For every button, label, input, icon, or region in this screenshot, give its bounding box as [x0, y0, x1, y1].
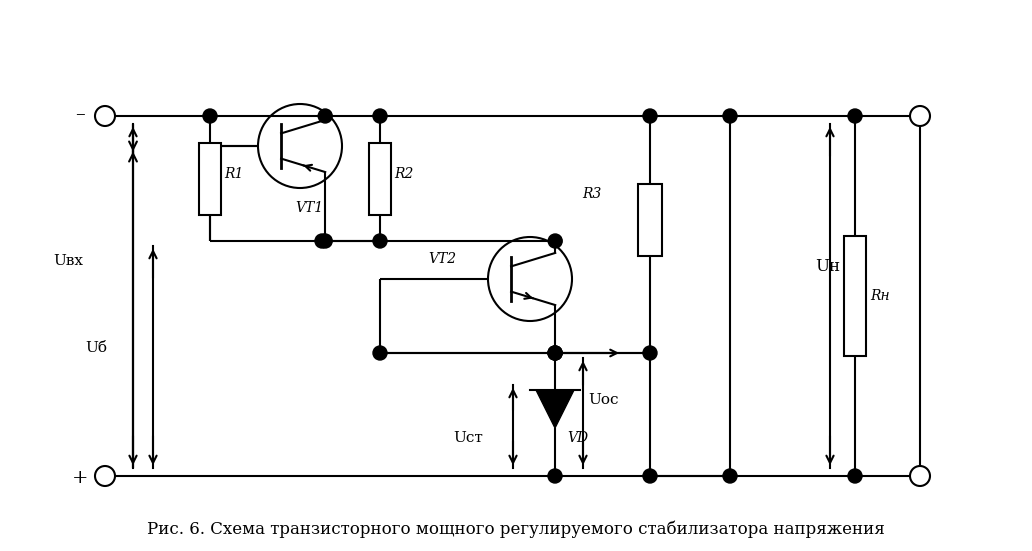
Text: R2: R2: [394, 166, 414, 181]
Circle shape: [848, 109, 862, 123]
Bar: [638, 183, 662, 256]
Polygon shape: [536, 390, 574, 428]
Circle shape: [95, 466, 115, 486]
Circle shape: [723, 109, 737, 123]
Text: Uвх: Uвх: [53, 254, 83, 268]
Circle shape: [548, 346, 562, 360]
Circle shape: [643, 346, 657, 360]
Circle shape: [373, 346, 387, 360]
Text: VT1: VT1: [295, 201, 323, 215]
Circle shape: [95, 106, 115, 126]
Text: Uос: Uос: [588, 392, 618, 407]
Text: Рис. 6. Схема транзисторного мощного регулируемого стабилизатора напряжения: Рис. 6. Схема транзисторного мощного рег…: [148, 520, 884, 538]
Circle shape: [723, 469, 737, 483]
Text: VD: VD: [567, 431, 588, 445]
Circle shape: [548, 346, 562, 360]
Text: R3: R3: [582, 187, 602, 202]
Text: Rн: Rн: [870, 289, 890, 303]
Circle shape: [910, 106, 930, 126]
Text: VT2: VT2: [428, 252, 456, 266]
Circle shape: [318, 109, 332, 123]
Circle shape: [315, 234, 329, 248]
Text: Uн: Uн: [815, 257, 840, 274]
Circle shape: [848, 469, 862, 483]
Circle shape: [910, 466, 930, 486]
Circle shape: [548, 469, 562, 483]
Text: –: –: [75, 105, 85, 123]
Circle shape: [318, 234, 332, 248]
Text: +: +: [72, 469, 89, 487]
Circle shape: [373, 234, 387, 248]
Text: Uст: Uст: [453, 430, 483, 445]
Circle shape: [203, 109, 217, 123]
Circle shape: [643, 109, 657, 123]
Circle shape: [643, 469, 657, 483]
Bar: [844, 236, 866, 356]
Text: Uб: Uб: [85, 342, 107, 355]
Bar: [369, 143, 391, 214]
Circle shape: [373, 109, 387, 123]
Text: R1: R1: [224, 166, 244, 181]
Bar: [199, 143, 221, 214]
Circle shape: [548, 346, 562, 360]
Circle shape: [548, 234, 562, 248]
